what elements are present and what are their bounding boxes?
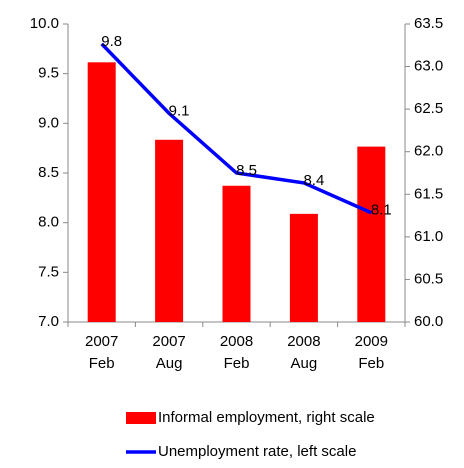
data-label: 9.1 xyxy=(169,102,190,119)
y2-tick-label: 61.0 xyxy=(414,228,443,245)
data-label: 8.4 xyxy=(303,172,324,189)
y-tick-label: 8.0 xyxy=(38,214,59,231)
y2-tick-label: 63.0 xyxy=(414,58,443,75)
bar xyxy=(222,185,251,322)
y-tick-label: 8.5 xyxy=(38,164,59,181)
y2-tick-label: 60.0 xyxy=(414,313,443,330)
line xyxy=(100,42,373,215)
bar xyxy=(357,146,386,322)
x-tick-label: 2008 Aug xyxy=(287,333,320,372)
x-tick-label: 2008 Feb xyxy=(220,333,253,372)
bar xyxy=(87,62,116,323)
y-tick-label: 7.0 xyxy=(38,313,59,330)
data-label: 8.5 xyxy=(236,162,257,179)
y2-tick-label: 62.0 xyxy=(414,143,443,160)
legend-label: Unemployment rate, left scale xyxy=(158,443,356,460)
y2-tick-label: 62.5 xyxy=(414,100,443,117)
bar xyxy=(289,213,318,322)
y2-tick-label: 61.5 xyxy=(414,185,443,202)
y2-tick-label: 60.5 xyxy=(414,270,443,287)
x-tick-label: 2009 Feb xyxy=(355,333,388,372)
y-tick-label: 9.5 xyxy=(38,65,59,82)
y-tick-label: 7.5 xyxy=(38,263,59,280)
bar xyxy=(155,139,184,322)
y2-tick-label: 63.5 xyxy=(414,15,443,32)
x-tick-label: 2007 Feb xyxy=(85,333,118,372)
x-tick-label: 2007 Aug xyxy=(152,333,185,372)
legend-label: Informal employment, right scale xyxy=(158,409,375,426)
y-tick-label: 10.0 xyxy=(30,15,59,32)
data-label: 9.8 xyxy=(101,33,122,50)
legend-swatch xyxy=(126,412,156,424)
y-tick-label: 9.0 xyxy=(38,114,59,131)
data-label: 8.1 xyxy=(371,202,392,219)
